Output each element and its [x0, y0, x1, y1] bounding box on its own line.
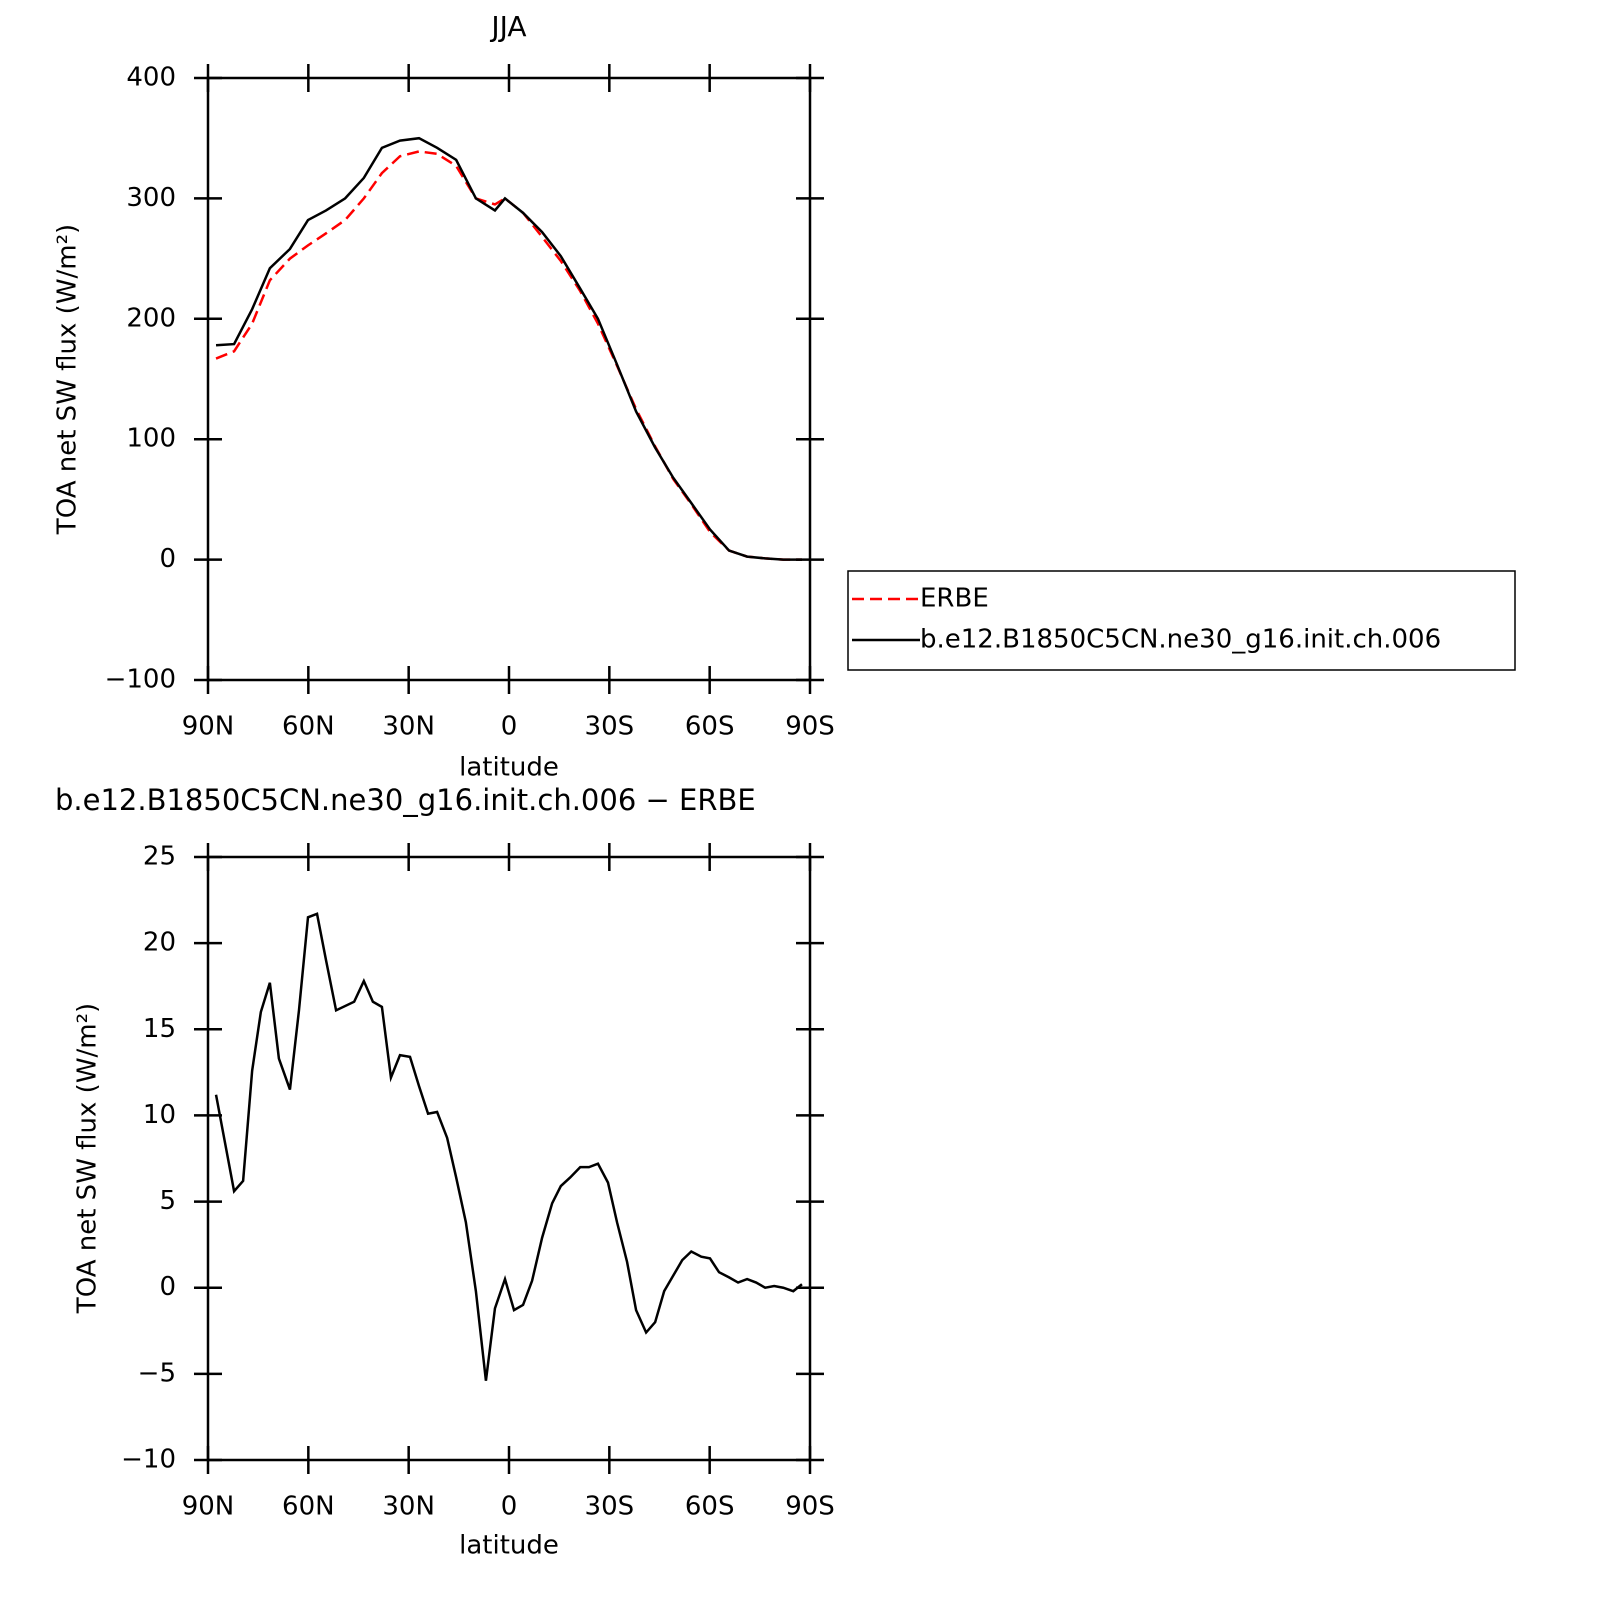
y-tick-label: 15 — [143, 1014, 176, 1044]
x-tick-label: 90S — [785, 712, 835, 742]
data-line — [215, 136, 802, 561]
y-tick-label: −5 — [138, 1358, 176, 1388]
y-tick-label: 200 — [126, 303, 176, 333]
data-line — [215, 150, 802, 561]
x-tick-label: 60S — [685, 712, 735, 742]
legend-label: ERBE — [920, 584, 989, 614]
y-axis-label: TOA net SW flux (W/m²) — [73, 1003, 103, 1314]
y-tick-label: 300 — [126, 183, 176, 213]
y-tick-label: 400 — [126, 63, 176, 93]
y-tick-label: 0 — [159, 544, 176, 574]
x-tick-label: 90S — [785, 1492, 835, 1522]
x-tick-label: 0 — [501, 1492, 518, 1522]
chart-title: b.e12.B1850C5CN.ne30_g16.init.ch.006 − E… — [55, 783, 756, 817]
y-tick-label: −10 — [121, 1445, 176, 1475]
x-tick-label: 60S — [685, 1492, 735, 1522]
x-tick-label: 60N — [282, 1492, 335, 1522]
y-tick-label: 20 — [143, 928, 176, 958]
x-tick-label: 60N — [282, 712, 335, 742]
x-tick-label: 30N — [382, 1492, 435, 1522]
y-tick-label: 0 — [159, 1272, 176, 1302]
y-tick-label: 5 — [159, 1186, 176, 1216]
x-tick-label: 0 — [501, 712, 518, 742]
y-axis-label: TOA net SW flux (W/m²) — [53, 224, 83, 535]
legend-box — [847, 570, 1516, 671]
y-tick-label: 100 — [126, 424, 176, 454]
x-tick-label: 30S — [585, 712, 635, 742]
chart-title: JJA — [489, 10, 526, 43]
y-tick-label: 25 — [143, 842, 176, 872]
x-tick-label: 30S — [585, 1492, 635, 1522]
y-tick-label: −100 — [105, 665, 176, 695]
plot-frame — [206, 76, 812, 682]
x-tick-label: 90N — [182, 1492, 235, 1522]
x-axis-label: latitude — [459, 753, 559, 783]
x-tick-label: 30N — [382, 712, 435, 742]
x-tick-label: 90N — [182, 712, 235, 742]
plot-frame — [206, 855, 812, 1462]
data-line — [214, 912, 803, 1381]
legend-label: b.e12.B1850C5CN.ne30_g16.init.ch.006 — [920, 625, 1441, 655]
x-axis-label: latitude — [459, 1531, 559, 1561]
y-tick-label: 10 — [143, 1100, 176, 1130]
